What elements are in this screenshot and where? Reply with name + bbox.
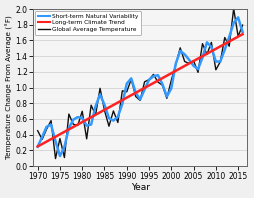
Short-term Natural Variability [58,155,61,157]
Global Average Temperature [161,84,164,86]
Global Average Temperature [107,125,110,127]
Short-term Natural Variability [165,95,168,98]
Short-term Natural Variability [94,105,97,107]
Global Average Temperature [179,47,182,49]
Global Average Temperature [219,61,222,63]
Short-term Natural Variability [210,46,213,48]
Short-term Natural Variability [205,41,209,44]
Global Average Temperature [210,41,213,44]
Global Average Temperature [130,78,133,80]
Global Average Temperature [236,35,240,38]
Line: Global Average Temperature: Global Average Temperature [38,9,243,159]
Global Average Temperature [156,81,160,83]
Global Average Temperature [143,81,146,83]
Short-term Natural Variability [76,116,79,118]
Short-term Natural Variability [81,117,84,119]
Short-term Natural Variability [85,125,88,127]
Short-term Natural Variability [121,103,124,105]
Global Average Temperature [228,45,231,47]
Short-term Natural Variability [156,74,160,76]
Short-term Natural Variability [36,146,39,148]
Global Average Temperature [45,128,48,130]
Short-term Natural Variability [236,16,240,19]
Short-term Natural Variability [112,119,115,122]
Global Average Temperature [183,60,186,63]
Global Average Temperature [81,110,84,112]
Short-term Natural Variability [174,63,177,65]
Short-term Natural Variability [103,104,106,106]
Short-term Natural Variability [179,50,182,52]
Global Average Temperature [94,114,97,116]
Short-term Natural Variability [107,117,110,119]
Short-term Natural Variability [188,59,191,61]
Global Average Temperature [241,24,244,26]
Short-term Natural Variability [134,91,137,94]
Legend: Short-term Natural Variability, Long-term Climate Trend, Global Average Temperat: Short-term Natural Variability, Long-ter… [35,11,141,35]
Global Average Temperature [116,121,119,124]
Global Average Temperature [103,109,106,111]
Short-term Natural Variability [192,65,195,67]
Global Average Temperature [50,119,53,122]
Global Average Temperature [67,113,70,115]
Global Average Temperature [139,99,142,102]
Short-term Natural Variability [232,22,235,24]
Short-term Natural Variability [183,53,186,56]
Global Average Temperature [58,137,61,140]
Global Average Temperature [232,8,235,10]
Global Average Temperature [174,63,177,66]
Global Average Temperature [152,73,155,76]
Global Average Temperature [90,104,93,106]
Short-term Natural Variability [54,140,57,142]
Global Average Temperature [214,69,217,71]
Global Average Temperature [188,62,191,65]
Global Average Temperature [197,71,200,74]
Short-term Natural Variability [67,127,70,129]
Global Average Temperature [72,123,75,126]
Short-term Natural Variability [116,115,119,118]
Global Average Temperature [148,78,151,81]
Short-term Natural Variability [170,87,173,90]
Short-term Natural Variability [201,56,204,59]
Short-term Natural Variability [223,48,226,51]
Global Average Temperature [121,90,124,92]
Global Average Temperature [201,43,204,45]
Short-term Natural Variability [72,118,75,121]
Short-term Natural Variability [219,60,222,63]
Global Average Temperature [54,157,57,160]
X-axis label: Year: Year [131,183,150,192]
Global Average Temperature [63,156,66,159]
Global Average Temperature [36,129,39,132]
Global Average Temperature [41,138,44,141]
Short-term Natural Variability [197,68,200,70]
Global Average Temperature [223,36,226,39]
Global Average Temperature [165,97,168,100]
Short-term Natural Variability [148,79,151,81]
Short-term Natural Variability [41,136,44,138]
Short-term Natural Variability [152,75,155,77]
Short-term Natural Variability [125,82,128,85]
Global Average Temperature [112,110,115,112]
Short-term Natural Variability [45,126,48,128]
Short-term Natural Variability [99,93,102,96]
Short-term Natural Variability [214,60,217,63]
Short-term Natural Variability [50,124,53,126]
Short-term Natural Variability [143,88,146,91]
Global Average Temperature [85,138,88,140]
Short-term Natural Variability [139,98,142,101]
Global Average Temperature [205,53,209,56]
Short-term Natural Variability [228,36,231,38]
Line: Short-term Natural Variability: Short-term Natural Variability [38,17,243,156]
Y-axis label: Temperature Change From Average (°F): Temperature Change From Average (°F) [6,16,13,159]
Global Average Temperature [170,79,173,81]
Global Average Temperature [134,95,137,98]
Global Average Temperature [192,60,195,62]
Global Average Temperature [125,90,128,93]
Global Average Temperature [99,87,102,89]
Global Average Temperature [76,124,79,127]
Short-term Natural Variability [241,31,244,33]
Short-term Natural Variability [161,83,164,85]
Short-term Natural Variability [90,123,93,126]
Short-term Natural Variability [63,146,66,148]
Short-term Natural Variability [130,77,133,80]
